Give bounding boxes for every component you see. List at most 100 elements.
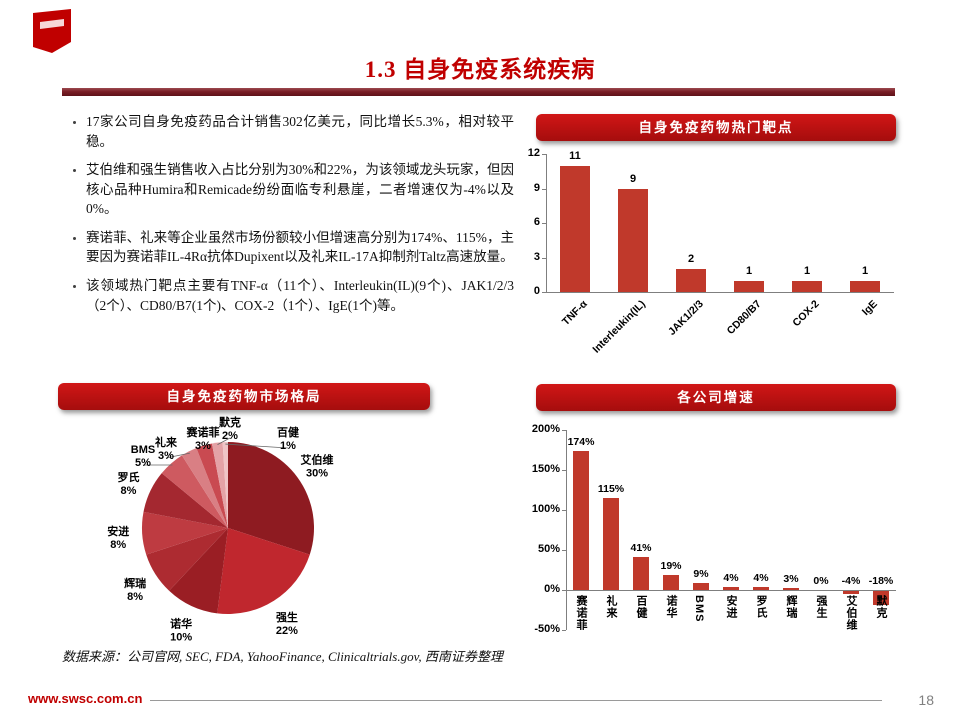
y-axis-line: [566, 430, 567, 630]
x-category-label: 艾伯维: [845, 595, 857, 631]
pie-slice: [228, 442, 314, 555]
y-tick-mark: [542, 257, 546, 259]
bar-value-label: 115%: [597, 483, 625, 495]
bar: [633, 557, 649, 590]
bar-value-label: 11: [569, 149, 581, 162]
bar: [603, 498, 619, 590]
page-number: 18: [918, 692, 934, 708]
x-category-label: TNF-α: [559, 298, 590, 328]
y-tick-label: -50%: [534, 623, 560, 635]
y-tick-label: 200%: [531, 423, 560, 435]
bar: [873, 591, 889, 606]
x-category-label: 百健: [635, 595, 647, 619]
bar-value-label: 3%: [783, 572, 799, 585]
pie-slice-label: 安进 8%: [107, 524, 129, 551]
pie-slice-label: 罗氏 8%: [117, 470, 139, 497]
x-category-label: 安进: [725, 595, 737, 619]
bar-value-label: 9: [629, 172, 637, 185]
bar: [792, 280, 822, 292]
bullet-item: 艾伯维和强生销售收入占比分别为30%和22%，为该领域龙头玩家，但因核心品种Hu…: [86, 160, 514, 219]
pie-leader-line: [202, 446, 205, 449]
bullet-item: 该领域热门靶点主要有TNF-α（11个）、Interleukin(IL)(9个)…: [86, 276, 514, 315]
bullet-item: 赛诺菲、礼来等企业虽然市场份额较小但增速高分别为174%、115%，主要因为赛诺…: [86, 228, 514, 267]
pie-slice-label: 诺华 10%: [170, 617, 192, 644]
title-divider: [62, 88, 895, 96]
bar: [753, 586, 769, 590]
x-category-label: IgE: [859, 298, 880, 319]
pie-slice-label: 默克 2%: [219, 415, 241, 442]
bar: [850, 280, 880, 292]
bullet-list: 17家公司自身免疫药品合计销售302亿美元，同比增长5.3%，相对较平稳。艾伯维…: [66, 112, 514, 324]
y-tick-mark: [562, 510, 566, 511]
zero-axis-line: [566, 590, 896, 591]
pie-slice: [161, 455, 228, 528]
pie-slice-label: 赛诺菲 3%: [186, 425, 220, 452]
bar-value-label: 0%: [813, 575, 829, 587]
y-tick-label: 12: [527, 147, 540, 159]
pie-slice: [142, 511, 228, 555]
pie-slice-label: 强生 22%: [276, 610, 298, 637]
pie-svg: 艾伯维 30% 强生 22% 诺华 10% 辉瑞 8% 安进 8% 罗氏 8%BMS 5%礼来 3% 赛诺菲…: [107, 415, 333, 644]
y-tick-label: 50%: [537, 543, 560, 555]
y-tick-mark: [562, 430, 566, 431]
pie-slice: [217, 528, 310, 614]
y-tick-mark: [542, 292, 546, 293]
pie-slice: [143, 473, 228, 528]
y-tick-label: 0: [533, 285, 540, 297]
pie-slice-label: 礼来 3%: [155, 435, 178, 462]
y-tick-label: 9: [533, 181, 540, 194]
footer-divider: [150, 700, 882, 701]
y-tick-label: 3: [533, 250, 540, 263]
y-tick-mark: [542, 223, 546, 224]
pie-slice: [146, 528, 228, 591]
pie-slice-label: 辉瑞 8%: [124, 576, 146, 603]
data-source-note: 数据来源：公司官网, SEC, FDA, YahooFinance, Clini…: [62, 649, 503, 664]
y-tick-mark: [562, 590, 566, 591]
pie-slice: [222, 442, 228, 528]
y-tick-mark: [542, 154, 546, 155]
x-category-label: 默克: [875, 595, 887, 619]
bar-value-label: 2: [687, 253, 695, 265]
x-category-label: COX-2: [790, 298, 822, 330]
swsc-logo-mark: [33, 9, 71, 53]
y-tick-label: 100%: [531, 503, 560, 515]
bar-value-label: -18%: [868, 575, 894, 587]
bar: [843, 591, 859, 595]
chart-title-hot-targets: 自身免疫药物热门靶点: [536, 114, 896, 141]
company-growth-bar-chart: -50% 0% 50% 100% 150% 200% 174% 赛诺菲 115% 礼来 41% 百健 1…: [510, 420, 910, 685]
chart-title-company-growth: 各公司增速: [536, 384, 896, 411]
swsc-logo: [30, 8, 74, 54]
bar: [676, 269, 706, 292]
bullet-item: 17家公司自身免疫药品合计销售302亿美元，同比增长5.3%，相对较平稳。: [86, 112, 514, 151]
bar: [783, 587, 799, 590]
bar: [573, 450, 589, 590]
x-category-label: 强生: [815, 595, 827, 619]
x-category-label: 辉瑞: [785, 595, 797, 619]
pie-leader-line: [217, 437, 231, 446]
bar-value-label: 174%: [567, 435, 595, 448]
x-category-label: 罗氏: [755, 595, 767, 619]
x-axis-line: [546, 292, 894, 293]
page-title: 1.3 自身免疫系统疾病: [364, 57, 596, 82]
bar-value-label: 4%: [753, 571, 769, 584]
x-category-label: BMS: [693, 595, 705, 623]
y-tick-mark: [562, 470, 566, 471]
x-category-label: 诺华: [665, 595, 677, 619]
bar: [663, 574, 679, 590]
y-tick-label: 6: [533, 216, 540, 228]
pie-slice: [196, 443, 228, 528]
hot-targets-bar-chart: 0 3 6 9 12 11 TNF-α 9 Interleukin(IL) 2 JAK1/2/3 1 C…: [500, 146, 900, 358]
x-category-label: JAK1/2/3: [665, 298, 706, 338]
y-tick-label: 0%: [544, 583, 560, 595]
website-link[interactable]: www.swsc.com.cn: [28, 691, 143, 706]
bar: [734, 280, 764, 292]
pie-leader-line: [165, 452, 190, 459]
x-category-label: 礼来: [605, 595, 617, 619]
y-tick-mark: [562, 550, 566, 551]
pie-slice-label: BMS 5%: [131, 444, 155, 469]
bar-value-label: 4%: [723, 571, 739, 584]
bar-value-label: 41%: [630, 542, 652, 555]
pie-leader-line: [225, 443, 289, 449]
pie-slice: [181, 448, 228, 528]
